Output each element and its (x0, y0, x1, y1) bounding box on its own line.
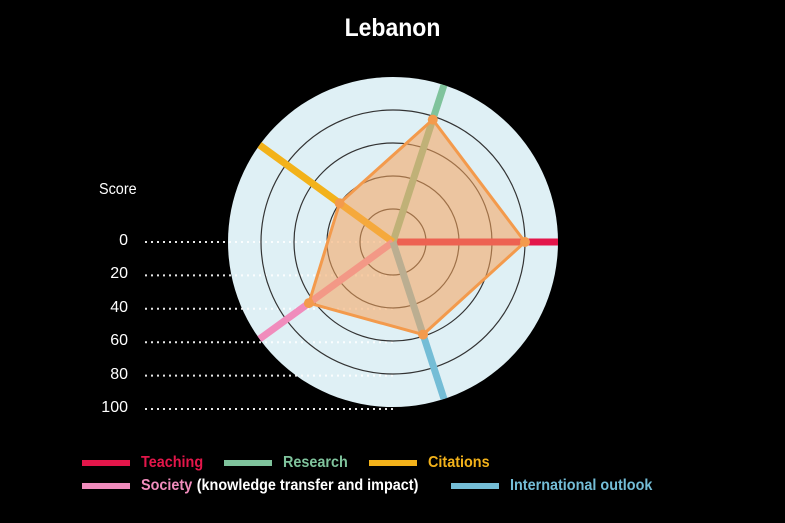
legend-label: Citations (428, 454, 490, 471)
citations-swatch-icon (369, 460, 418, 466)
data-point (520, 237, 530, 247)
score-polygon (307, 118, 527, 337)
score-tick-label: 0 (119, 232, 128, 249)
score-tick-label: 100 (101, 399, 128, 416)
legend-label-sub: (knowledge transfer and impact) (196, 477, 419, 494)
research-swatch-icon (224, 460, 273, 466)
data-polygon (303, 114, 530, 340)
score-tick-label: 80 (110, 365, 128, 383)
legend-label: Society (knowledge transfer and impact) (141, 477, 418, 495)
data-point (303, 298, 314, 309)
score-tick-label: 40 (110, 298, 128, 316)
legend-row-1: Teaching Research Citations (82, 453, 511, 473)
legend-label: Research (283, 454, 348, 471)
data-point (427, 114, 438, 125)
legend-item-teaching: Teaching (82, 454, 210, 472)
score-tick-label: 60 (110, 332, 128, 350)
data-point (418, 329, 429, 340)
score-axis-title: Score (99, 181, 137, 198)
society-swatch-icon (82, 483, 130, 489)
legend-label: International outlook (510, 477, 653, 494)
international-outlook-swatch-icon (451, 483, 500, 489)
score-tick-label: 20 (110, 265, 128, 283)
legend-item-society: Society (knowledge transfer and impact) (82, 477, 449, 495)
legend-item-international-outlook: International outlook (451, 477, 668, 495)
legend-item-research: Research (224, 454, 355, 472)
teaching-swatch-icon (82, 460, 130, 466)
legend-label-main: Society (141, 477, 193, 494)
chart-title: Lebanon (344, 14, 441, 42)
legend-label: Teaching (141, 454, 204, 471)
legend-row-2: Society (knowledge transfer and impact) I… (82, 476, 682, 496)
data-point (334, 198, 345, 209)
legend-item-citations: Citations (369, 454, 496, 472)
